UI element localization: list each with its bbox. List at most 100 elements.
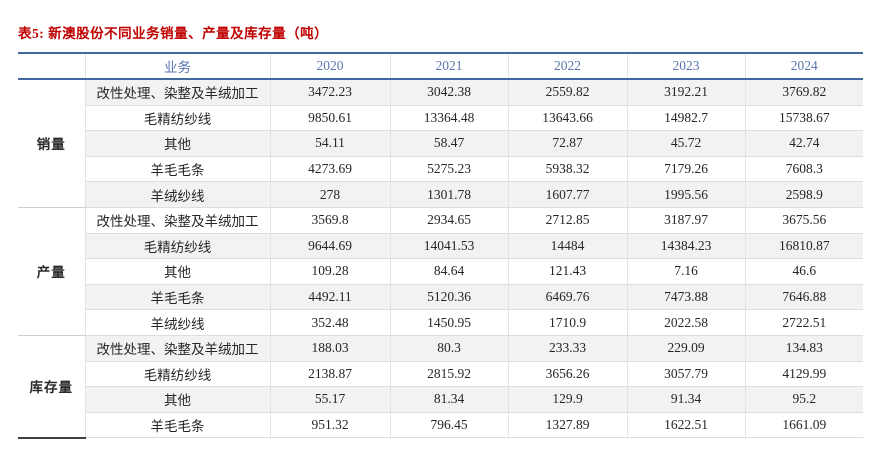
value-cell: 3769.82 [744,79,863,106]
business-name-cell: 羊毛毛条 [85,412,270,439]
table-row: 毛精纺纱线 9850.61 13364.48 13643.66 14982.7 15738… [18,105,863,132]
value-cell: 3042.38 [389,79,508,106]
value-cell: 6469.76 [507,284,627,311]
value-cell: 5275.23 [389,156,508,183]
value-cell: 81.34 [389,386,508,413]
value-cell: 2934.65 [389,207,508,234]
table-row: 羊毛毛条 4492.11 5120.36 6469.76 7473.88 7646.88 [18,284,863,311]
table-row: 其他 55.17 81.34 129.9 91.34 95.2 [18,386,863,413]
value-cell: 80.3 [389,335,508,362]
value-cell: 109.28 [269,258,390,285]
value-cell: 2598.9 [744,181,863,208]
header-year-2023: 2023 [626,52,745,80]
header-business-cell: 业务 [85,52,270,80]
value-cell: 91.34 [626,386,745,413]
value-cell: 3187.97 [626,207,745,234]
section-label: 库存量 [18,335,86,439]
value-cell: 278 [269,181,390,208]
value-cell: 5120.36 [389,284,508,311]
value-cell: 13364.48 [389,105,508,132]
business-name-cell: 其他 [85,258,270,285]
value-cell: 4129.99 [744,361,863,388]
value-cell: 229.09 [626,335,745,362]
value-cell: 4492.11 [269,284,390,311]
value-cell: 46.6 [744,258,863,285]
value-cell: 55.17 [269,386,390,413]
section-label: 产量 [18,207,86,336]
business-name-cell: 其他 [85,130,270,157]
business-name-cell: 改性处理、染整及羊绒加工 [85,335,270,362]
business-name-cell: 羊绒纱线 [85,181,270,208]
value-cell: 796.45 [389,412,508,439]
value-cell: 1301.78 [389,181,508,208]
table-row: 库存量 改性处理、染整及羊绒加工 188.03 80.3 233.33 229.09 134… [18,335,863,439]
value-cell: 2722.51 [744,309,863,336]
value-cell: 13643.66 [507,105,627,132]
header-row: 业务 2020 2021 2022 2023 2024 [18,52,863,80]
table-title: 表5: 新澳股份不同业务销量、产量及库存量（吨） [18,26,329,41]
value-cell: 9644.69 [269,233,390,260]
value-cell: 2559.82 [507,79,627,106]
value-cell: 3192.21 [626,79,745,106]
value-cell: 14384.23 [626,233,745,260]
value-cell: 1450.95 [389,309,508,336]
value-cell: 72.87 [507,130,627,157]
table-row: 毛精纺纱线 2138.87 2815.92 3656.26 3057.79 4129.99 [18,361,863,388]
business-name-cell: 毛精纺纱线 [85,105,270,132]
value-cell: 84.64 [389,258,508,285]
value-cell: 1607.77 [507,181,627,208]
value-cell: 45.72 [626,130,745,157]
value-cell: 3675.56 [744,207,863,234]
value-cell: 2712.85 [507,207,627,234]
business-name-cell: 毛精纺纱线 [85,361,270,388]
value-cell: 134.83 [744,335,863,362]
business-name-cell: 其他 [85,386,270,413]
business-name-cell: 羊毛毛条 [85,156,270,183]
data-table: 业务 2020 2021 2022 2023 2024 销量 改性处理、染整及羊绒… [18,52,863,439]
value-cell: 7473.88 [626,284,745,311]
value-cell: 1661.09 [744,412,863,439]
value-cell: 7179.26 [626,156,745,183]
value-cell: 3472.23 [269,79,390,106]
value-cell: 15738.67 [744,105,863,132]
value-cell: 3569.8 [269,207,390,234]
value-cell: 14041.53 [389,233,508,260]
value-cell: 233.33 [507,335,627,362]
value-cell: 9850.61 [269,105,390,132]
table-row: 羊毛毛条 4273.69 5275.23 5938.32 7179.26 7608.3 [18,156,863,183]
value-cell: 1710.9 [507,309,627,336]
value-cell: 14982.7 [626,105,745,132]
value-cell: 7608.3 [744,156,863,183]
table-header: 业务 2020 2021 2022 2023 2024 [18,52,863,80]
value-cell: 129.9 [507,386,627,413]
value-cell: 2022.58 [626,309,745,336]
header-year-2020: 2020 [269,52,390,80]
value-cell: 188.03 [269,335,390,362]
value-cell: 95.2 [744,386,863,413]
value-cell: 352.48 [269,309,390,336]
table-row: 其他 54.11 58.47 72.87 45.72 42.74 [18,130,863,157]
value-cell: 121.43 [507,258,627,285]
section-label: 销量 [18,79,86,208]
value-cell: 54.11 [269,130,390,157]
value-cell: 1327.89 [507,412,627,439]
table-row: 其他 109.28 84.64 121.43 7.16 46.6 [18,258,863,285]
header-corner-cell [18,52,86,80]
table-row: 羊绒纱线 352.48 1450.95 1710.9 2022.58 2722.51 [18,309,863,336]
table-row: 毛精纺纱线 9644.69 14041.53 14484 14384.23 16810.8… [18,233,863,260]
header-year-2021: 2021 [389,52,508,80]
business-name-cell: 羊绒纱线 [85,309,270,336]
value-cell: 16810.87 [744,233,863,260]
table-row: 销量 改性处理、染整及羊绒加工 3472.23 3042.38 2559.82 3192.… [18,79,863,208]
value-cell: 7.16 [626,258,745,285]
value-cell: 2138.87 [269,361,390,388]
header-year-2022: 2022 [507,52,627,80]
value-cell: 5938.32 [507,156,627,183]
business-name-cell: 毛精纺纱线 [85,233,270,260]
value-cell: 1995.56 [626,181,745,208]
value-cell: 2815.92 [389,361,508,388]
table-row: 羊绒纱线 278 1301.78 1607.77 1995.56 2598.9 [18,181,863,208]
value-cell: 4273.69 [269,156,390,183]
table-row: 羊毛毛条 951.32 796.45 1327.89 1622.51 1661.09 [18,412,863,439]
